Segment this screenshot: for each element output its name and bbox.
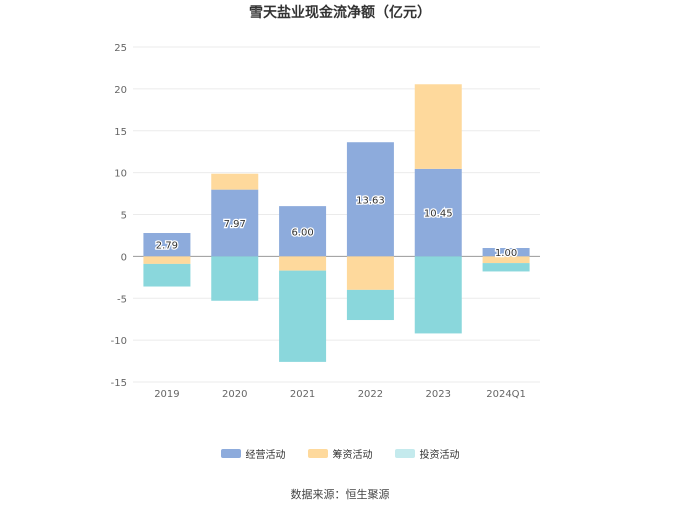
x-tick-label: 2021	[290, 389, 315, 400]
chart-legend: 经营活动 筹资活动 投资活动	[0, 446, 680, 461]
x-tick-label: 2019	[154, 389, 179, 400]
data-label: 10.45	[424, 209, 453, 220]
bar-financing	[482, 256, 530, 264]
bar-financing	[211, 173, 259, 190]
bar-operating	[346, 142, 394, 257]
y-tick-label: -15	[111, 378, 127, 389]
bar-financing	[414, 84, 462, 169]
data-label: 13.63	[356, 195, 385, 206]
data-label: 1.00	[495, 248, 517, 259]
y-tick-label: 5	[121, 211, 127, 222]
bar-investing	[279, 270, 327, 362]
y-tick-label: 25	[114, 43, 127, 54]
bar-operating	[482, 248, 530, 257]
bar-financing	[346, 256, 394, 290]
bar-operating	[414, 168, 462, 257]
bar-operating	[211, 189, 259, 257]
legend-item[interactable]: 筹资活动	[307, 446, 373, 461]
data-source-note: 数据来源：恒生聚源	[290, 488, 390, 501]
bar-investing	[346, 289, 394, 321]
legend-swatch	[307, 449, 328, 458]
y-tick-label: 0	[121, 252, 127, 263]
legend-item[interactable]: 投资活动	[394, 446, 460, 461]
legend-swatch	[394, 449, 415, 458]
bar-investing	[211, 256, 259, 301]
bar-investing	[482, 263, 530, 272]
data-label: 2.79	[156, 241, 178, 252]
y-tick-label: 15	[114, 127, 127, 138]
data-label: 6.00	[291, 227, 313, 238]
bar-financing	[143, 256, 191, 264]
legend-swatch	[220, 449, 241, 458]
bar-financing	[279, 256, 327, 271]
y-tick-label: 10	[114, 169, 127, 180]
x-tick-label: 2023	[426, 389, 451, 400]
legend-item[interactable]: 经营活动	[220, 446, 286, 461]
bar-operating	[143, 233, 191, 257]
legend-label: 投资活动	[419, 450, 460, 461]
y-tick-label: -10	[111, 336, 127, 347]
bar-operating	[279, 206, 327, 257]
y-tick-label: 20	[114, 85, 127, 96]
y-tick-label: -5	[117, 294, 127, 305]
x-tick-label: 2022	[358, 389, 383, 400]
data-label: 7.97	[224, 219, 246, 230]
legend-label: 筹资活动	[332, 450, 373, 461]
x-tick-label: 2020	[222, 389, 247, 400]
bar-investing	[143, 263, 191, 287]
legend-label: 经营活动	[245, 450, 286, 461]
x-tick-label: 2024Q1	[486, 389, 526, 400]
bar-investing	[414, 256, 462, 334]
chart-title: 雪天盐业现金流净额（亿元）	[249, 5, 431, 21]
bar-chart: 25 20 15 10 5 0 -5 -10 -15 2.79 2019 7.97 2020 6.00 20…	[111, 43, 540, 400]
